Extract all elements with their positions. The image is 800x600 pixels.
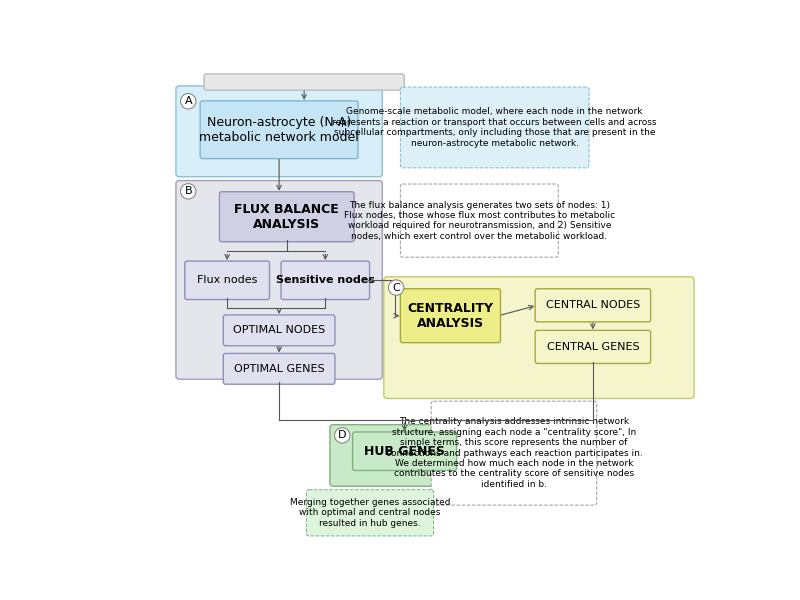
Text: C: C xyxy=(392,283,400,293)
FancyBboxPatch shape xyxy=(535,289,650,322)
FancyBboxPatch shape xyxy=(400,87,589,168)
FancyBboxPatch shape xyxy=(431,401,597,505)
FancyBboxPatch shape xyxy=(176,181,382,379)
FancyBboxPatch shape xyxy=(400,184,558,257)
Circle shape xyxy=(334,428,350,443)
FancyBboxPatch shape xyxy=(176,86,382,177)
FancyBboxPatch shape xyxy=(535,331,650,364)
FancyBboxPatch shape xyxy=(400,289,501,343)
Text: FLUX BALANCE
ANALYSIS: FLUX BALANCE ANALYSIS xyxy=(234,203,339,231)
Circle shape xyxy=(181,94,196,109)
Text: HUB GENES: HUB GENES xyxy=(364,445,445,458)
FancyBboxPatch shape xyxy=(353,432,457,470)
Circle shape xyxy=(181,184,196,199)
Text: D: D xyxy=(338,430,346,440)
FancyBboxPatch shape xyxy=(384,277,694,398)
Text: Merging together genes associated
with optimal and central nodes
resulted in hub: Merging together genes associated with o… xyxy=(290,498,450,528)
Text: CENTRAL GENES: CENTRAL GENES xyxy=(546,342,639,352)
Text: Neuron-astrocyte (N-A)
metabolic network model: Neuron-astrocyte (N-A) metabolic network… xyxy=(199,116,359,144)
Text: CENTRAL NODES: CENTRAL NODES xyxy=(546,301,640,310)
Text: OPTIMAL NODES: OPTIMAL NODES xyxy=(233,325,326,335)
FancyBboxPatch shape xyxy=(219,192,354,242)
Text: Sensitive nodes: Sensitive nodes xyxy=(276,275,374,285)
Text: Genome-scale metabolic model, where each node in the network
represents a reacti: Genome-scale metabolic model, where each… xyxy=(333,107,657,148)
FancyBboxPatch shape xyxy=(281,261,370,299)
FancyBboxPatch shape xyxy=(223,353,335,384)
Circle shape xyxy=(389,280,404,295)
Text: B: B xyxy=(185,187,192,196)
FancyBboxPatch shape xyxy=(306,490,434,536)
Text: A: A xyxy=(185,96,192,106)
FancyBboxPatch shape xyxy=(223,315,335,346)
FancyBboxPatch shape xyxy=(330,425,471,486)
Text: OPTIMAL GENES: OPTIMAL GENES xyxy=(234,364,325,374)
Text: Flux nodes: Flux nodes xyxy=(197,275,258,285)
FancyBboxPatch shape xyxy=(185,261,270,299)
FancyBboxPatch shape xyxy=(204,74,404,90)
FancyBboxPatch shape xyxy=(200,101,358,158)
Text: CENTRALITY
ANALYSIS: CENTRALITY ANALYSIS xyxy=(407,302,494,330)
Text: The flux balance analysis generates two sets of nodes: 1)
Flux nodes, those whos: The flux balance analysis generates two … xyxy=(344,200,615,241)
Text: The centrality analysis addresses intrinsic network
structure, assigning each no: The centrality analysis addresses intrin… xyxy=(386,418,642,489)
